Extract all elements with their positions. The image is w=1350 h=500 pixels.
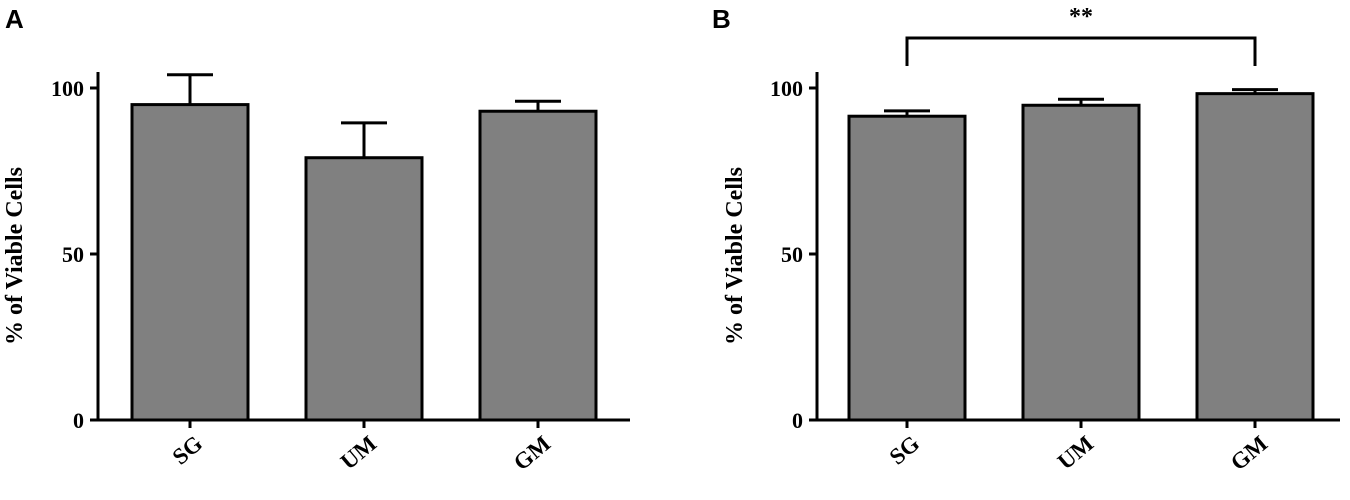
y-axis-label: % of Viable Cells xyxy=(2,167,28,345)
bar-gm xyxy=(1195,92,1315,422)
y-tick-label: 50 xyxy=(781,242,803,267)
y-axis-label: % of Viable Cells xyxy=(722,167,748,345)
significance-label: ** xyxy=(1069,4,1093,30)
significance-bracket xyxy=(905,36,1257,66)
x-tick-label: UM xyxy=(1053,430,1099,474)
y-tick-label: 0 xyxy=(792,408,803,433)
y-tick-label: 0 xyxy=(73,408,84,433)
panel-a: A 0 50 100 % of Viable Cells SG UM GM xyxy=(2,4,630,475)
bar-um xyxy=(304,156,424,422)
panel-letter: B xyxy=(712,4,731,34)
panel-letter: A xyxy=(5,4,24,34)
bar-sg xyxy=(130,103,250,422)
x-tick-label: SG xyxy=(885,431,925,470)
y-tick-label: 100 xyxy=(770,76,803,101)
bar-sg xyxy=(847,114,967,422)
x-tick-label: SG xyxy=(168,431,208,470)
bar-um xyxy=(1021,103,1141,422)
panel-b: B 0 50 100 % of Viable Cells SG UM GM ** xyxy=(712,4,1340,475)
y-tick-label: 50 xyxy=(62,242,84,267)
x-tick-label: GM xyxy=(509,430,556,475)
x-tick-label: GM xyxy=(1226,430,1273,475)
x-tick-label: UM xyxy=(336,430,382,474)
y-tick-label: 100 xyxy=(51,76,84,101)
bar-gm xyxy=(478,109,598,422)
